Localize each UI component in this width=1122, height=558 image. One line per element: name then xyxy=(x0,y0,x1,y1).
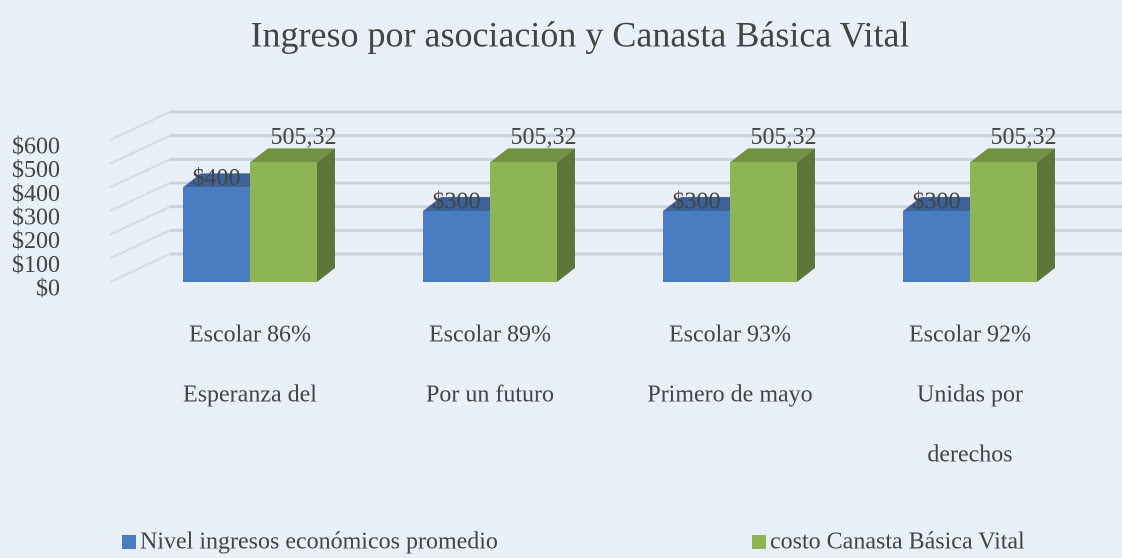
chart-title: Ingreso por asociación y Canasta Básica … xyxy=(251,14,910,54)
side-grid-line xyxy=(109,205,171,236)
bar-top xyxy=(490,148,575,163)
legend-swatch xyxy=(122,535,136,549)
x-tick-label: Escolar 92% xyxy=(909,322,1031,348)
data-label: $300 xyxy=(913,189,961,215)
side-grid-line xyxy=(109,111,171,141)
bar-top xyxy=(730,148,815,163)
x-tick-label: Escolar 86% xyxy=(189,322,311,348)
y-tick-label: $100 xyxy=(12,252,60,278)
legend-label: costo Canasta Básica Vital xyxy=(770,529,1025,555)
bar xyxy=(423,211,490,282)
bar-side xyxy=(557,148,575,282)
data-label: $300 xyxy=(433,189,481,215)
x-tick-label: derechos xyxy=(927,442,1012,468)
bar-side xyxy=(1037,148,1055,282)
bar-top xyxy=(903,197,988,211)
bar xyxy=(490,162,557,282)
bar xyxy=(730,162,797,282)
bar-top xyxy=(970,148,1055,163)
data-label: 505,32 xyxy=(991,124,1057,150)
y-tick-label: $500 xyxy=(12,157,60,183)
bar-top xyxy=(183,173,268,188)
x-tick-label: Por un futuro xyxy=(426,382,554,408)
y-tick-label: $600 xyxy=(12,134,60,160)
x-tick-label: Primero de mayo xyxy=(647,382,812,408)
x-tick-label: Escolar 89% xyxy=(429,322,551,348)
bar-top xyxy=(663,197,748,211)
legend-swatch xyxy=(752,535,766,549)
x-tick-label: Esperanza del xyxy=(183,382,317,408)
data-label: $400 xyxy=(193,165,241,191)
legend-label: Nivel ingresos económicos promedio xyxy=(140,529,498,555)
side-grid-line xyxy=(109,134,171,165)
x-tick-label: Escolar 93% xyxy=(669,322,791,348)
y-tick-label: $200 xyxy=(12,228,60,254)
bar xyxy=(903,211,970,282)
y-tick-label: $400 xyxy=(12,181,60,207)
y-tick-label: $0 xyxy=(36,276,60,302)
bar-side xyxy=(797,148,815,282)
x-tick-label: Unidas por xyxy=(917,382,1023,408)
bar xyxy=(663,211,730,282)
data-label: 505,32 xyxy=(751,124,817,150)
bar xyxy=(183,187,250,282)
data-label: 505,32 xyxy=(511,124,577,150)
side-grid-line xyxy=(109,158,171,189)
data-label: 505,32 xyxy=(271,124,337,150)
bar-top xyxy=(250,148,335,163)
bar xyxy=(970,162,1037,282)
bar xyxy=(250,162,317,282)
y-tick-label: $300 xyxy=(12,205,60,231)
side-grid-line xyxy=(109,253,171,283)
bar-top xyxy=(423,197,508,211)
bar-side xyxy=(317,148,335,282)
data-label: $300 xyxy=(673,189,721,215)
side-grid-line xyxy=(109,182,171,212)
side-grid-line xyxy=(109,229,171,260)
